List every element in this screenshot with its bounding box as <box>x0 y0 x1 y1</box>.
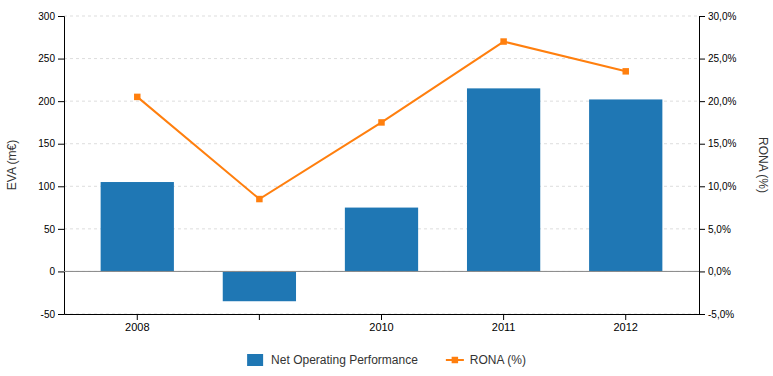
bar-series <box>101 88 663 301</box>
x-axis: 2008 2010 2011 2012 <box>65 314 700 333</box>
tick-mark <box>137 314 138 320</box>
tick-label: 25,0% <box>708 53 736 64</box>
axis-line <box>700 17 706 315</box>
tick-mark <box>58 314 64 315</box>
tick: 150 <box>38 138 64 149</box>
tick-mark <box>699 16 705 17</box>
marker <box>622 68 628 74</box>
legend-marker <box>452 357 458 363</box>
line <box>137 42 625 200</box>
tick-mark <box>58 59 64 60</box>
tick-mark <box>58 229 64 230</box>
tick-mark <box>259 314 260 320</box>
marker <box>500 38 506 44</box>
bar <box>345 208 418 272</box>
tick: 2008 <box>125 314 149 333</box>
tick: 0 <box>49 266 64 277</box>
bar <box>101 182 174 271</box>
tick-mark <box>699 229 705 230</box>
bar <box>589 99 662 271</box>
tick: 15,0% <box>699 138 736 149</box>
tick-label: 0 <box>49 266 55 277</box>
tick: 0,0% <box>699 266 731 277</box>
tick-mark <box>699 314 705 315</box>
tick: 25,0% <box>699 53 736 64</box>
tick-label: 10,0% <box>708 181 736 192</box>
axis-line <box>58 17 65 315</box>
tick-label: 200 <box>38 96 55 107</box>
tick-label: 300 <box>38 11 55 22</box>
axis-title: RONA (%) <box>756 137 770 193</box>
marker <box>378 119 384 125</box>
tick-label: 30,0% <box>708 11 736 22</box>
tick-mark <box>699 271 705 272</box>
plot: -50 0 50 100 150 200 250 300 -5,0% 0,0% 5,0% 10,0% 1… <box>38 11 736 333</box>
tick-label: 5,0% <box>708 224 731 235</box>
legend: Net Operating Performance RONA (%) <box>247 353 526 367</box>
tick-mark <box>381 314 382 320</box>
chart: -50 0 50 100 150 200 250 300 -5,0% 0,0% 5,0% 10,0% 1… <box>0 0 773 376</box>
bar <box>467 88 540 271</box>
tick-label: 20,0% <box>708 96 736 107</box>
grid-line <box>64 271 699 272</box>
tick-label: 100 <box>38 181 55 192</box>
tick: 100 <box>38 181 64 192</box>
tick: 250 <box>38 53 64 64</box>
tick-mark <box>58 16 64 17</box>
tick-mark <box>58 271 64 272</box>
marker <box>256 196 262 202</box>
grid <box>64 16 699 314</box>
y-axis: -50 0 50 100 150 200 250 300 <box>38 11 64 320</box>
legend-label: Net Operating Performance <box>271 353 418 367</box>
tick: -5,0% <box>699 309 734 320</box>
tick-mark <box>58 144 64 145</box>
marker <box>134 94 140 100</box>
tick-mark <box>699 59 705 60</box>
tick-mark <box>699 186 705 187</box>
tick: 2011 <box>492 314 516 333</box>
tick: -50 <box>41 309 64 320</box>
legend-item: Net Operating Performance <box>247 353 418 367</box>
tick: 20,0% <box>699 96 736 107</box>
tick: 10,0% <box>699 181 736 192</box>
tick-label: 2011 <box>492 321 516 333</box>
tick-label: 2008 <box>125 321 149 333</box>
tick-label: 50 <box>44 224 56 235</box>
tick-mark <box>625 314 626 320</box>
bar <box>223 271 296 301</box>
tick-label: 15,0% <box>708 138 736 149</box>
tick <box>259 314 260 320</box>
tick-label: 2012 <box>613 321 637 333</box>
tick-mark <box>503 314 504 320</box>
tick: 2012 <box>613 314 637 333</box>
legend-label: RONA (%) <box>470 353 526 367</box>
tick-label: 150 <box>38 138 55 149</box>
grid-line <box>64 16 699 17</box>
tick-mark <box>699 101 705 102</box>
tick: 200 <box>38 96 64 107</box>
grid-line <box>64 58 699 59</box>
tick-label: -50 <box>41 309 56 320</box>
legend-swatch <box>247 354 263 366</box>
marks <box>101 38 663 301</box>
y2-axis: -5,0% 0,0% 5,0% 10,0% 15,0% 20,0% 25,0% 30,0% <box>699 11 736 320</box>
zero-line <box>64 271 699 272</box>
line-series <box>134 38 629 202</box>
tick: 50 <box>44 224 64 235</box>
legend-item: RONA (%) <box>446 353 526 367</box>
tick-label: 0,0% <box>708 266 731 277</box>
tick-mark <box>699 144 705 145</box>
tick: 300 <box>38 11 64 22</box>
tick-mark <box>58 186 64 187</box>
tick: 5,0% <box>699 224 731 235</box>
tick: 2010 <box>369 314 393 333</box>
tick-label: -5,0% <box>708 309 734 320</box>
tick: 30,0% <box>699 11 736 22</box>
tick-mark <box>58 101 64 102</box>
tick-label: 250 <box>38 53 55 64</box>
tick-label: 2010 <box>369 321 393 333</box>
axis-title: EVA (m€) <box>5 140 19 190</box>
